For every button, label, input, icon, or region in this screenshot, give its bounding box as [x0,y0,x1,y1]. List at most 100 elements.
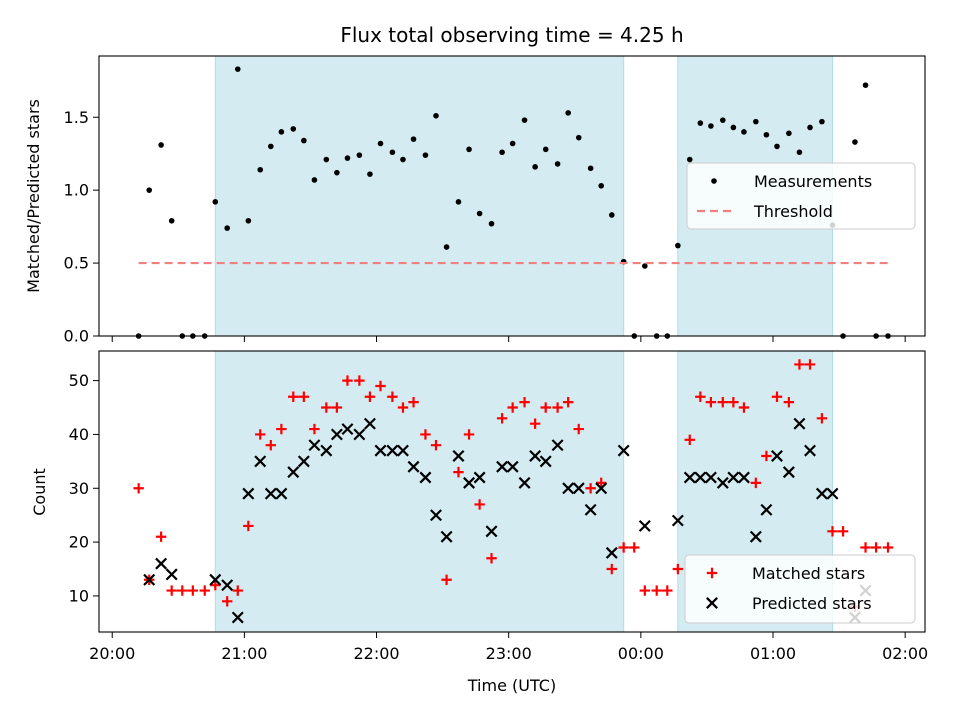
data-point [133,483,144,494]
data-point [882,542,894,553]
data-point [552,402,563,413]
data-point [672,563,684,575]
data-point [554,161,561,167]
data-point [496,413,508,424]
legend: Measurements Threshold [686,162,916,230]
data-point [507,402,518,413]
data-point [311,177,318,183]
data-point [705,396,717,408]
data-point [750,477,762,489]
data-point [210,579,221,591]
plot-frame [98,350,926,633]
data-point [532,164,538,170]
legend-marker [706,567,718,579]
data-point [596,477,607,489]
y-tick-label: 1.5 [64,108,89,127]
x-axis-label: Time (UTC) [467,676,556,695]
data-point [730,124,737,131]
data-point [158,142,164,148]
data-point [727,471,740,484]
legend: Matched stars Predicted stars [684,554,916,624]
data-point [760,503,773,516]
data-point [753,118,759,125]
data-point [389,149,396,156]
series-predicted-stars [143,417,872,624]
data-point [662,585,673,596]
data-point [342,375,353,386]
plot-frame [98,55,926,337]
data-point [242,487,255,500]
data-point [540,402,551,413]
x-tick-label: 21:00 [221,644,267,663]
data-point [257,166,264,173]
data-point [605,546,618,559]
data-point [298,391,310,402]
data-point [334,169,340,176]
data-point [697,120,704,126]
data-point [278,129,285,135]
legend-marker [706,597,718,609]
data-point [728,396,739,408]
legend-box [686,162,916,230]
data-point [518,476,531,489]
data-point [232,585,243,596]
bottom-panel-y-axis-label: Count [30,468,49,516]
data-point [816,413,828,424]
data-point [584,503,597,516]
data-point [606,563,617,575]
data-point [433,112,439,119]
data-point [585,483,596,494]
data-point [639,585,651,596]
data-point [870,542,882,553]
data-point [786,130,792,137]
ratio-panel: 0.0 0.5 1.0 1.5 Measurements Threshold [64,55,926,346]
data-point [453,466,464,478]
data-point [430,440,442,451]
data-point [386,444,399,457]
data-point [686,156,693,163]
data-point [629,542,640,553]
legend-label: Matched stars [752,564,865,583]
y-tick-label: 20 [69,533,89,552]
data-point [473,471,486,484]
data-point [793,417,806,430]
data-point [265,440,277,451]
data-point [177,585,188,596]
data-point [638,519,651,532]
data-point [243,520,254,532]
data-point [375,380,386,392]
data-point [268,143,274,150]
legend-box [684,554,916,624]
data-point [496,460,509,473]
data-point [684,434,695,446]
data-point [763,131,770,138]
x-tick-label: 00:00 [618,644,664,663]
data-point [275,487,288,500]
data-point [474,499,485,510]
data-point [377,140,384,147]
data-point [551,439,564,452]
data-point [608,212,615,218]
data-point [367,171,373,177]
data-point [363,417,376,430]
data-point [374,444,387,457]
top-panel-y-axis-label: Matched/Predicted stars [24,99,43,293]
data-point [575,134,582,141]
data-point [542,146,549,153]
data-point [410,136,417,142]
x-tick-label: 22:00 [353,644,399,663]
data-point [309,423,320,435]
data-point [774,143,780,150]
data-point [862,82,869,88]
data-point [245,217,252,224]
data-point [420,429,431,440]
x-tick-label: 01:00 [750,644,796,663]
data-point [741,129,747,135]
data-point [396,444,409,457]
data-point [708,123,714,129]
data-point [509,140,516,147]
data-point [565,110,571,116]
data-point [837,526,849,537]
data-point [827,526,838,537]
data-point [642,263,648,269]
